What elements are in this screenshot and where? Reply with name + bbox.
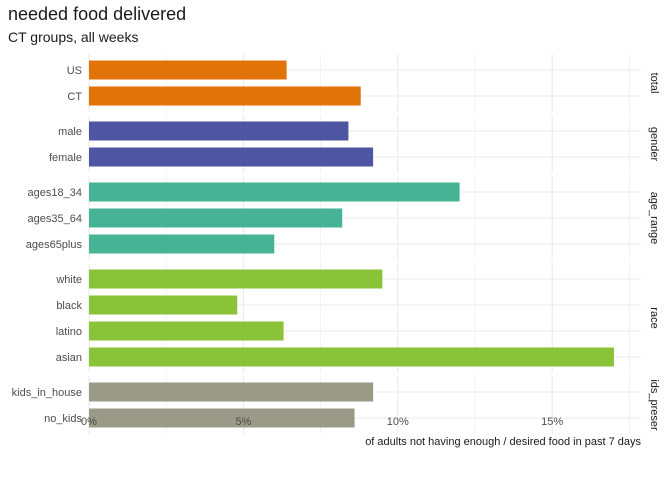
bar-latino — [89, 321, 284, 341]
bar-black — [89, 295, 238, 315]
facet-label-total: total — [648, 73, 660, 94]
x-tick-label: 15% — [541, 416, 563, 428]
category-label-US: US — [67, 65, 82, 77]
category-label-ages65plus: ages65plus — [26, 239, 83, 251]
bar-no_kids — [89, 408, 355, 428]
bar-ages35_64 — [89, 208, 343, 228]
facet-label-race: race — [648, 307, 660, 328]
bar-US — [89, 60, 287, 80]
bar-asian — [89, 347, 614, 367]
category-label-black: black — [56, 300, 82, 312]
x-tick-label: 0% — [81, 416, 97, 428]
category-label-kids_in_house: kids_in_house — [12, 387, 82, 399]
facet-label-age_range: age_range — [648, 192, 660, 245]
category-label-asian: asian — [56, 352, 82, 364]
category-label-no_kids: no_kids — [44, 413, 82, 425]
category-label-latino: latino — [56, 326, 82, 338]
category-label-ages18_34: ages18_34 — [28, 187, 82, 199]
facet-label-ids_preser: ids_preser — [648, 379, 660, 431]
bar-white — [89, 269, 383, 289]
chart-title: needed food delivered — [8, 4, 187, 24]
bar-kids_in_house — [89, 382, 374, 402]
facet-label-gender: gender — [648, 127, 660, 162]
x-tick-label: 5% — [235, 416, 251, 428]
category-label-white: white — [55, 274, 82, 286]
category-label-female: female — [49, 152, 82, 164]
bar-ages18_34 — [89, 182, 460, 202]
bar-male — [89, 121, 349, 141]
category-label-ages35_64: ages35_64 — [28, 213, 82, 225]
category-label-CT: CT — [67, 91, 82, 103]
chart-subtitle: CT groups, all weeks — [8, 29, 139, 45]
bar-female — [89, 147, 374, 167]
category-label-male: male — [58, 126, 82, 138]
x-axis-title: of adults not having enough / desired fo… — [365, 436, 641, 448]
x-tick-label: 10% — [387, 416, 409, 428]
bar-CT — [89, 86, 361, 106]
bar-ages65plus — [89, 234, 275, 254]
